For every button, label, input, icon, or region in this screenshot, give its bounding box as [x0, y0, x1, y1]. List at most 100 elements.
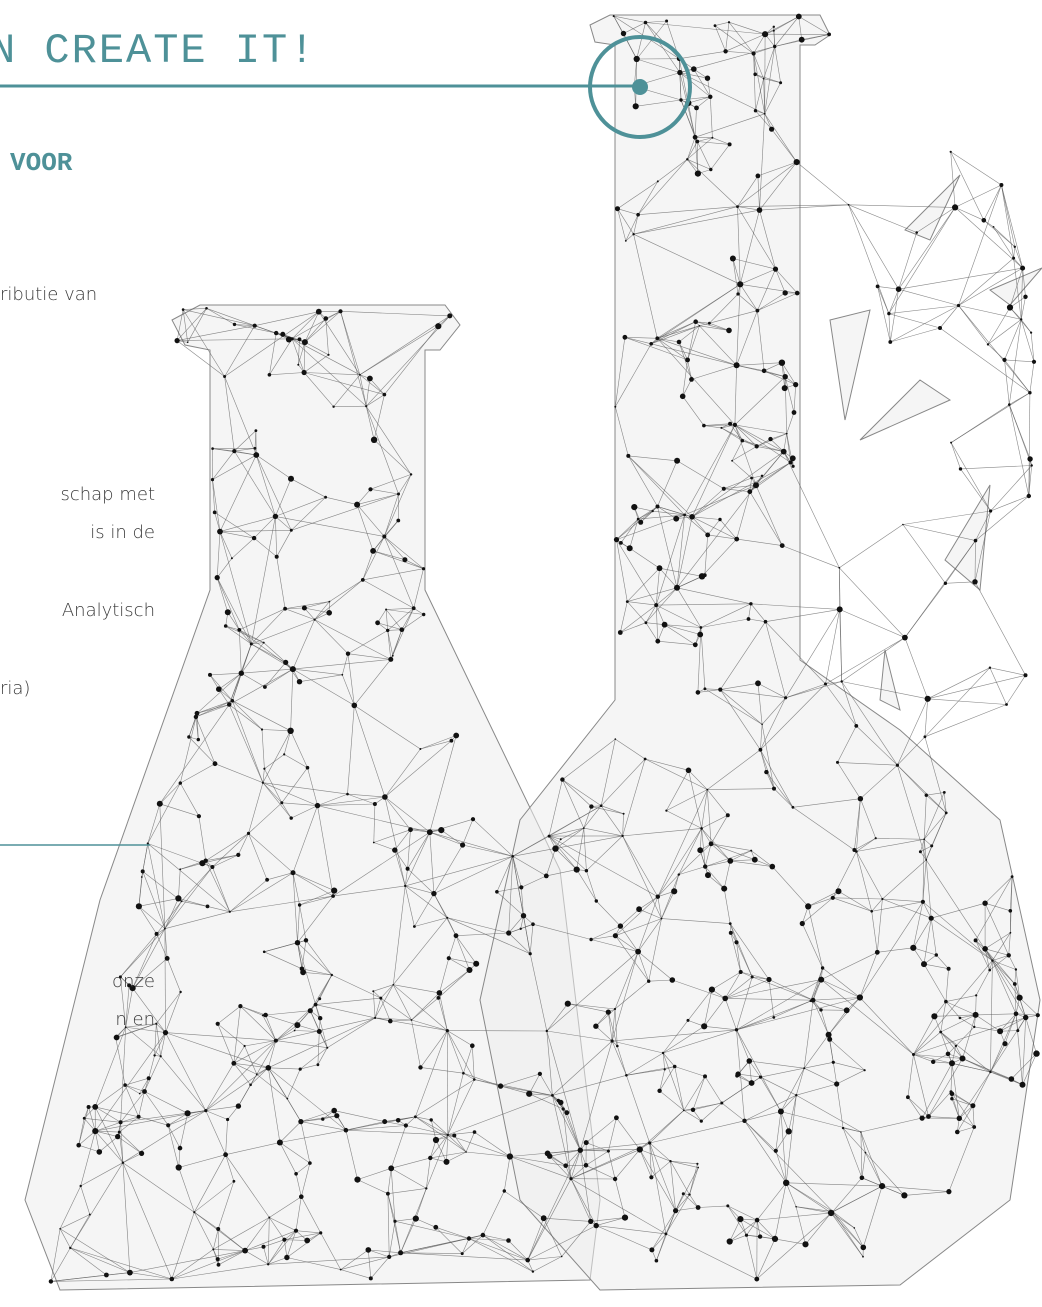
- mesh-node: [915, 231, 918, 234]
- mesh-node: [795, 291, 800, 296]
- mesh-node: [799, 37, 805, 43]
- mesh-edge: [878, 286, 899, 289]
- mesh-node: [387, 1255, 391, 1259]
- mesh-node: [283, 607, 287, 611]
- mesh-node: [720, 1102, 723, 1105]
- mesh-node: [865, 1152, 867, 1154]
- mesh-node: [382, 1119, 387, 1124]
- mesh-edge: [840, 609, 905, 637]
- mesh-node: [854, 724, 858, 728]
- mesh-node: [766, 977, 771, 982]
- mesh-node: [757, 207, 763, 213]
- mesh-node: [726, 1204, 729, 1207]
- mesh-node: [606, 1010, 611, 1015]
- mesh-node: [216, 1257, 220, 1261]
- mesh-node: [796, 14, 802, 20]
- mesh-node: [560, 838, 562, 840]
- mesh-node: [294, 1172, 298, 1176]
- mesh-node: [584, 1163, 589, 1168]
- mesh-node: [726, 328, 732, 334]
- mesh-node: [669, 1160, 671, 1162]
- mesh-node: [749, 602, 752, 605]
- mesh-node: [728, 422, 732, 426]
- mesh-node: [547, 1154, 552, 1159]
- mesh-node: [569, 1177, 572, 1180]
- mesh-node: [752, 51, 756, 55]
- mesh-node: [304, 938, 308, 942]
- mesh-node: [887, 312, 890, 315]
- mesh-node: [616, 1045, 619, 1048]
- mesh-node: [902, 635, 908, 641]
- mesh-node: [367, 376, 373, 382]
- mesh-node: [875, 837, 877, 839]
- mesh-node: [741, 439, 744, 442]
- mesh-node: [346, 652, 350, 656]
- mesh-node: [686, 768, 692, 774]
- mesh-node: [1012, 257, 1015, 260]
- mesh-node: [662, 622, 668, 628]
- mesh-node: [722, 487, 726, 491]
- mesh-node: [687, 1019, 690, 1022]
- mesh-node: [737, 1216, 743, 1222]
- mesh-node: [680, 394, 686, 400]
- mesh-node: [255, 429, 258, 432]
- mesh-node: [752, 857, 758, 863]
- mesh-node: [413, 925, 416, 928]
- mesh-node: [960, 1056, 966, 1062]
- mesh-node: [673, 1065, 677, 1069]
- mesh-node: [730, 256, 736, 262]
- mesh-edge: [905, 638, 928, 699]
- mesh-node: [304, 1238, 310, 1244]
- mesh-node: [314, 1003, 318, 1007]
- mesh-node: [924, 735, 927, 738]
- mesh-edge: [988, 344, 1005, 360]
- mesh-node: [1005, 703, 1008, 706]
- mesh-node: [844, 1007, 850, 1013]
- mesh-node: [802, 1241, 808, 1247]
- mesh-edge: [984, 185, 1002, 220]
- mesh-node: [1030, 332, 1032, 334]
- mesh-node: [195, 711, 200, 716]
- mesh-node: [792, 465, 795, 468]
- mesh-edge: [839, 568, 841, 682]
- mesh-node: [778, 1109, 784, 1115]
- mesh-node: [946, 1052, 951, 1057]
- mesh-node: [755, 1218, 760, 1223]
- mesh-node: [236, 1103, 241, 1108]
- mesh-node: [734, 537, 739, 542]
- mesh-node: [946, 1189, 951, 1194]
- mesh-node: [665, 20, 668, 23]
- mesh-node: [290, 816, 293, 819]
- mesh-node: [842, 1127, 844, 1129]
- mesh-node: [959, 467, 962, 470]
- mesh-edge: [889, 314, 940, 328]
- mesh-edge: [928, 699, 1007, 705]
- mesh-node: [318, 1016, 322, 1020]
- mesh-node: [655, 1259, 659, 1263]
- mesh-node: [262, 1245, 266, 1249]
- mesh-node: [689, 514, 695, 520]
- mesh-node: [314, 619, 316, 621]
- mesh-node: [682, 1192, 685, 1195]
- mesh-node: [826, 1032, 832, 1038]
- mesh-node: [649, 1247, 654, 1252]
- mesh-node: [369, 1276, 373, 1280]
- mesh-node: [373, 842, 375, 844]
- mesh-node: [275, 555, 279, 559]
- mesh-node: [295, 940, 300, 945]
- mesh-node: [857, 994, 863, 1000]
- mesh-node: [930, 844, 933, 847]
- mesh-node: [237, 628, 241, 632]
- mesh-node: [521, 913, 526, 918]
- mesh-node: [481, 1233, 486, 1238]
- mesh-node: [795, 1094, 797, 1096]
- mesh-node: [635, 949, 641, 955]
- mesh-node: [136, 903, 142, 909]
- mesh-node: [947, 967, 951, 971]
- mesh-node: [657, 1089, 661, 1093]
- mesh-node: [700, 827, 703, 830]
- mesh-node: [649, 342, 653, 346]
- mesh-node: [959, 1017, 962, 1020]
- mesh-node: [733, 423, 737, 427]
- mesh-node: [386, 1192, 390, 1196]
